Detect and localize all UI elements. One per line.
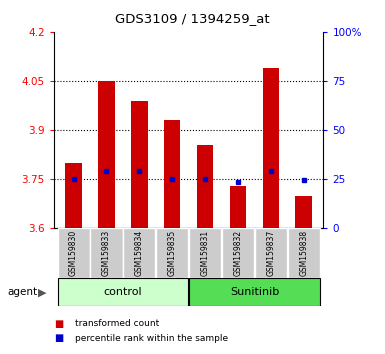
Bar [288,228,320,278]
Text: transformed count: transformed count [75,319,159,329]
Text: GSM159833: GSM159833 [102,230,111,276]
Bar [197,145,213,228]
Bar [164,120,181,228]
Text: agent: agent [8,287,38,297]
Bar [230,186,246,228]
Text: GDS3109 / 1394259_at: GDS3109 / 1394259_at [115,12,270,25]
Bar [90,228,122,278]
Bar [98,81,115,228]
Bar [189,228,221,278]
Text: GSM159831: GSM159831 [201,230,209,276]
Text: GSM159834: GSM159834 [135,230,144,276]
Text: ■: ■ [54,333,63,343]
Bar [263,68,279,228]
Text: GSM159832: GSM159832 [233,230,243,276]
Text: Sunitinib: Sunitinib [230,287,279,297]
Bar [295,195,312,228]
Text: GSM159837: GSM159837 [266,230,275,276]
Text: ■: ■ [54,319,63,329]
Text: GSM159835: GSM159835 [168,230,177,276]
Text: GSM159838: GSM159838 [299,230,308,276]
Bar [222,228,254,278]
Bar [131,101,147,228]
Text: ▶: ▶ [38,288,46,298]
Bar [189,278,320,306]
Text: GSM159830: GSM159830 [69,230,78,276]
Bar [156,228,188,278]
Text: percentile rank within the sample: percentile rank within the sample [75,333,228,343]
Text: control: control [104,287,142,297]
Bar [123,228,156,278]
Bar [57,278,188,306]
Bar [65,163,82,228]
Bar [255,228,287,278]
Bar [57,228,90,278]
